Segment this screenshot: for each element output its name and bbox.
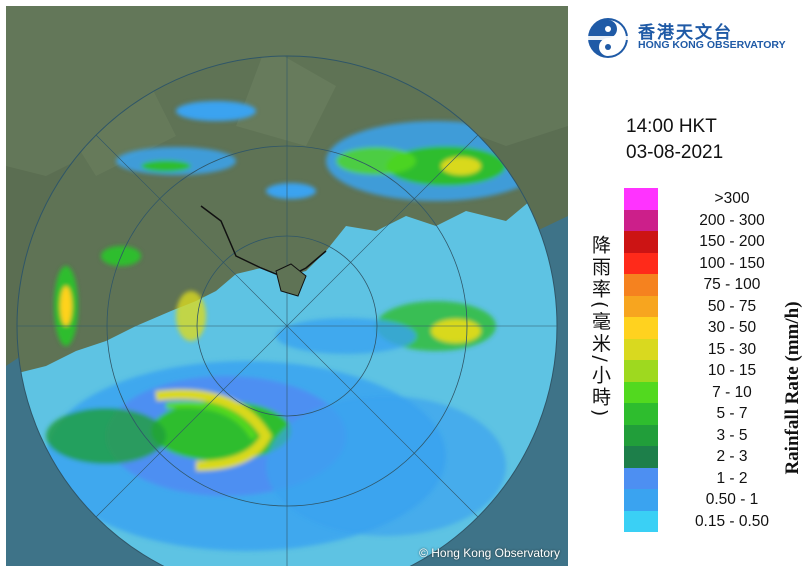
- legend-label: 200 - 300: [699, 211, 765, 229]
- legend-swatch: [624, 424, 658, 446]
- legend-title-en: Rainfall Rate (mm/h): [782, 301, 803, 475]
- legend-label: 5 - 7: [716, 405, 748, 422]
- legend-swatch: [624, 467, 658, 489]
- legend-label: 2 - 3: [716, 448, 748, 465]
- legend-swatch: [624, 274, 658, 296]
- legend-label: 10 - 15: [707, 362, 757, 379]
- legend-swatch: [624, 209, 658, 231]
- legend-swatch: [624, 317, 658, 339]
- legend-swatch: [624, 446, 658, 468]
- legend-label: 7 - 10: [712, 383, 752, 401]
- legend-label: 50 - 75: [707, 297, 757, 315]
- legend-label: >300: [714, 190, 750, 207]
- hko-logo: 香港天文台 HONG KONG OBSERVATORY: [586, 16, 806, 60]
- legend-swatch: [624, 403, 658, 425]
- legend-label: 3 - 5: [716, 426, 748, 444]
- legend-swatch: [624, 252, 658, 274]
- legend-label: 100 - 150: [699, 254, 765, 272]
- radar-image: [6, 6, 568, 566]
- legend-swatch: [624, 295, 658, 317]
- radar-map: © Hong Kong Observatory: [6, 6, 568, 566]
- legend-swatch: [624, 489, 658, 511]
- legend-title-en-wrap: Rainfall Rate (mm/h): [773, 248, 810, 528]
- legend-label: 15 - 30: [707, 340, 757, 358]
- legend-swatch: [624, 360, 658, 382]
- org-name-cn: 香港天文台: [638, 23, 733, 43]
- legend-label: 150 - 200: [699, 233, 765, 250]
- org-name-en: HONG KONG OBSERVATORY: [638, 39, 786, 51]
- legend-swatch: [624, 381, 658, 403]
- legend-label: 0.15 - 0.50: [694, 512, 770, 530]
- legend-swatch: [624, 231, 658, 253]
- legend-swatch: [624, 188, 658, 210]
- observation-date: 03-08-2021: [626, 142, 724, 163]
- hko-logo-icon: [588, 18, 628, 58]
- legend-label: 0.50 - 1: [705, 491, 759, 508]
- legend-swatch: [624, 510, 658, 532]
- legend-label: 1 - 2: [716, 469, 748, 487]
- copyright-credit: © Hong Kong Observatory: [419, 546, 560, 560]
- info-panel: 香港天文台 HONG KONG OBSERVATORY 14:00 HKT 03…: [576, 0, 810, 572]
- radar-coverage: [17, 56, 557, 566]
- legend-label: 75 - 100: [703, 276, 761, 293]
- legend-title-cn: 降雨率(毫米/小時): [589, 235, 611, 420]
- legend-swatch: [624, 338, 658, 360]
- legend-label: 30 - 50: [707, 319, 757, 336]
- observation-time: 14:00 HKT: [626, 116, 717, 137]
